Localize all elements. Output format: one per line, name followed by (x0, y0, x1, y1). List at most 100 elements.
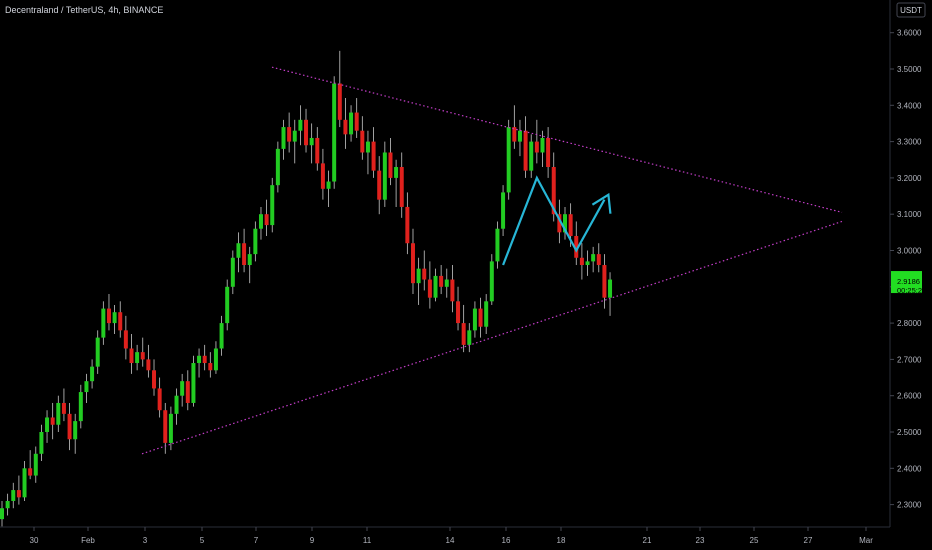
candle (225, 279, 230, 331)
candle (546, 127, 551, 178)
y-tick-label: 2.3000 (897, 501, 922, 510)
candle-body (140, 352, 145, 360)
candle (388, 137, 393, 186)
candle-body (50, 417, 55, 425)
x-tick-label: 14 (446, 536, 455, 545)
price-axis[interactable]: 2.30002.40002.50002.60002.70002.80002.90… (890, 29, 922, 510)
candle-body (585, 261, 590, 266)
candle-body (546, 137, 551, 168)
candle (439, 265, 444, 295)
candle-body (135, 352, 140, 364)
candle (540, 130, 545, 168)
candle (602, 254, 607, 309)
candle (354, 98, 359, 138)
candle-body (253, 228, 258, 255)
candle (360, 116, 365, 160)
candle (337, 50, 342, 128)
candle (365, 130, 370, 175)
candle (281, 119, 286, 160)
candle-body (320, 163, 325, 189)
y-tick-label: 2.5000 (897, 428, 922, 437)
candle-body (236, 243, 241, 258)
resistance-line[interactable] (271, 66, 843, 213)
candle (382, 141, 387, 207)
candle (174, 388, 179, 425)
candle-body (444, 279, 449, 287)
candle (270, 177, 275, 233)
candle (399, 152, 404, 218)
y-tick-label: 3.0000 (897, 247, 922, 256)
candle-body (264, 214, 269, 226)
candle-body (332, 83, 337, 182)
x-tick-label: 3 (143, 536, 148, 545)
candle (208, 352, 213, 378)
projection-arrow (502, 175, 612, 266)
candle-body (484, 301, 489, 327)
candle-body (461, 323, 466, 345)
candle (501, 185, 506, 236)
candle (275, 141, 280, 193)
projection-path[interactable] (502, 175, 606, 266)
y-tick-label: 3.1000 (897, 210, 922, 219)
y-tick-label: 2.6000 (897, 392, 922, 401)
candle-body (61, 402, 66, 414)
current-price-tag: 2.9186 00:25:26 (891, 271, 926, 295)
time-axis[interactable]: 30 Feb 3 5 7 9 11 14 16 18 21 23 25 27 Mar (30, 527, 874, 545)
candle-body (596, 254, 601, 266)
candle (50, 402, 55, 440)
y-tick-label: 2.8000 (897, 319, 922, 328)
candle-body (591, 254, 596, 262)
candle (478, 297, 483, 338)
candle (28, 450, 33, 480)
candle-body (28, 468, 33, 476)
candle (608, 272, 613, 316)
candle-body (349, 112, 354, 135)
support-line[interactable] (141, 220, 843, 455)
candle (129, 333, 134, 374)
candle (185, 370, 190, 411)
x-tick-label: 9 (310, 536, 315, 545)
candle-body (506, 127, 511, 193)
candle-body (152, 370, 157, 389)
candle-body (281, 127, 286, 149)
candle (309, 123, 314, 164)
candle-body (270, 185, 275, 226)
candle-body (343, 119, 348, 135)
candle-body (579, 257, 584, 266)
candle-body (416, 268, 421, 284)
candle-body (67, 413, 72, 440)
candle (67, 402, 72, 451)
candle (320, 148, 325, 200)
candle-body (112, 312, 117, 324)
symbol-title: Decentraland / TetherUS, 4h, BINANCE (5, 5, 163, 15)
candle-body (213, 348, 218, 371)
candle (433, 268, 438, 302)
candle (123, 315, 128, 360)
candle-body (467, 330, 472, 345)
candle-body (298, 119, 303, 131)
candle (146, 344, 151, 378)
candle-body (608, 279, 613, 298)
candle (326, 170, 331, 207)
candle (135, 344, 140, 371)
candle (152, 359, 157, 396)
candle (56, 395, 61, 432)
x-tick-label: 23 (696, 536, 705, 545)
candle-body (529, 141, 534, 171)
candle-body (106, 308, 111, 324)
x-tick-label: 18 (557, 536, 566, 545)
candle (489, 254, 494, 305)
y-tick-label: 3.6000 (897, 29, 922, 38)
candle (427, 261, 432, 309)
currency-button[interactable]: USDT (896, 2, 926, 18)
candle-body (371, 141, 376, 171)
y-tick-label: 3.5000 (897, 65, 922, 74)
candle-body (174, 395, 179, 414)
candle (140, 337, 145, 367)
y-tick-label: 3.3000 (897, 138, 922, 147)
candle-body (478, 308, 483, 327)
candle-body (129, 348, 134, 364)
candle (585, 250, 590, 276)
candle (416, 257, 421, 305)
